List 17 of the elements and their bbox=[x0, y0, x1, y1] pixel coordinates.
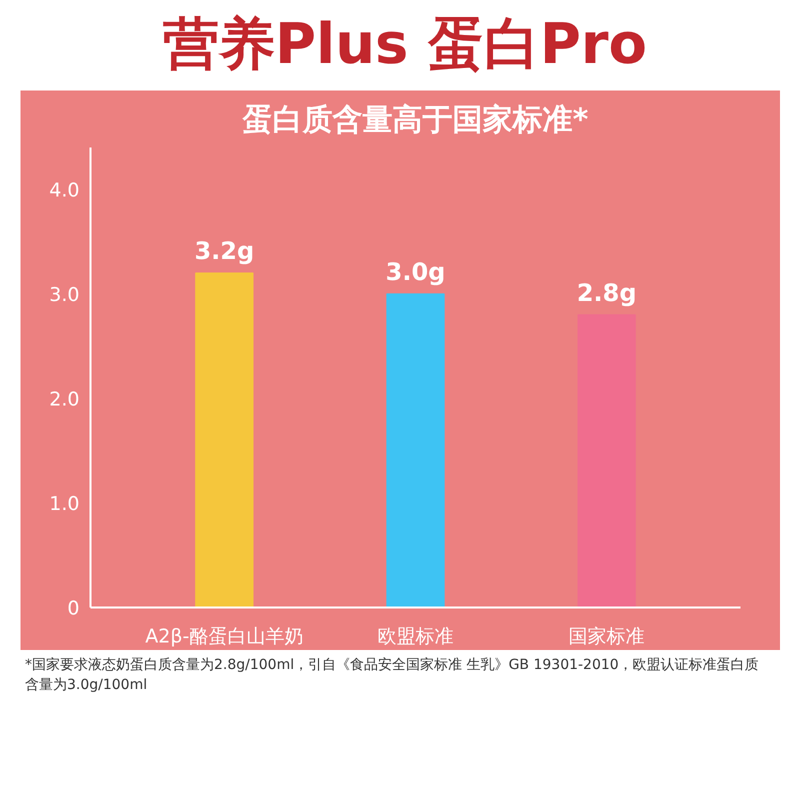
y-tick-label: 0 bbox=[67, 598, 80, 620]
data-label: 3.2g bbox=[194, 236, 254, 265]
bar bbox=[386, 293, 445, 608]
chart-title: 营养Plus 蛋白Pro bbox=[162, 11, 648, 79]
text: *国家要求液态奶蛋白质含量为2.8g/100ml，引自《食品安全国家标准 生乳》GB 19301-2010，欧盟认证标准蛋白质含量为3.0g/100ml bbox=[25, 656, 760, 695]
y-tick-label: 3.0 bbox=[49, 284, 80, 306]
y-tick-label: 4.0 bbox=[49, 179, 80, 202]
bar bbox=[195, 272, 254, 608]
y-tick-label: 1.0 bbox=[49, 492, 80, 515]
chart-subtitle: 蛋白质含量高于国家标准* bbox=[242, 102, 589, 138]
data-label: 2.8g bbox=[576, 278, 637, 307]
x-tick-label: A2β-酪蛋白山羊奶 bbox=[145, 626, 304, 648]
y-tick-label: 2.0 bbox=[49, 388, 80, 410]
x-tick-label: 国家标准 bbox=[568, 626, 645, 648]
data-label: 3.0g bbox=[386, 258, 446, 286]
x-tick-label: 欧盟标准 bbox=[378, 626, 454, 648]
bar bbox=[578, 314, 636, 608]
